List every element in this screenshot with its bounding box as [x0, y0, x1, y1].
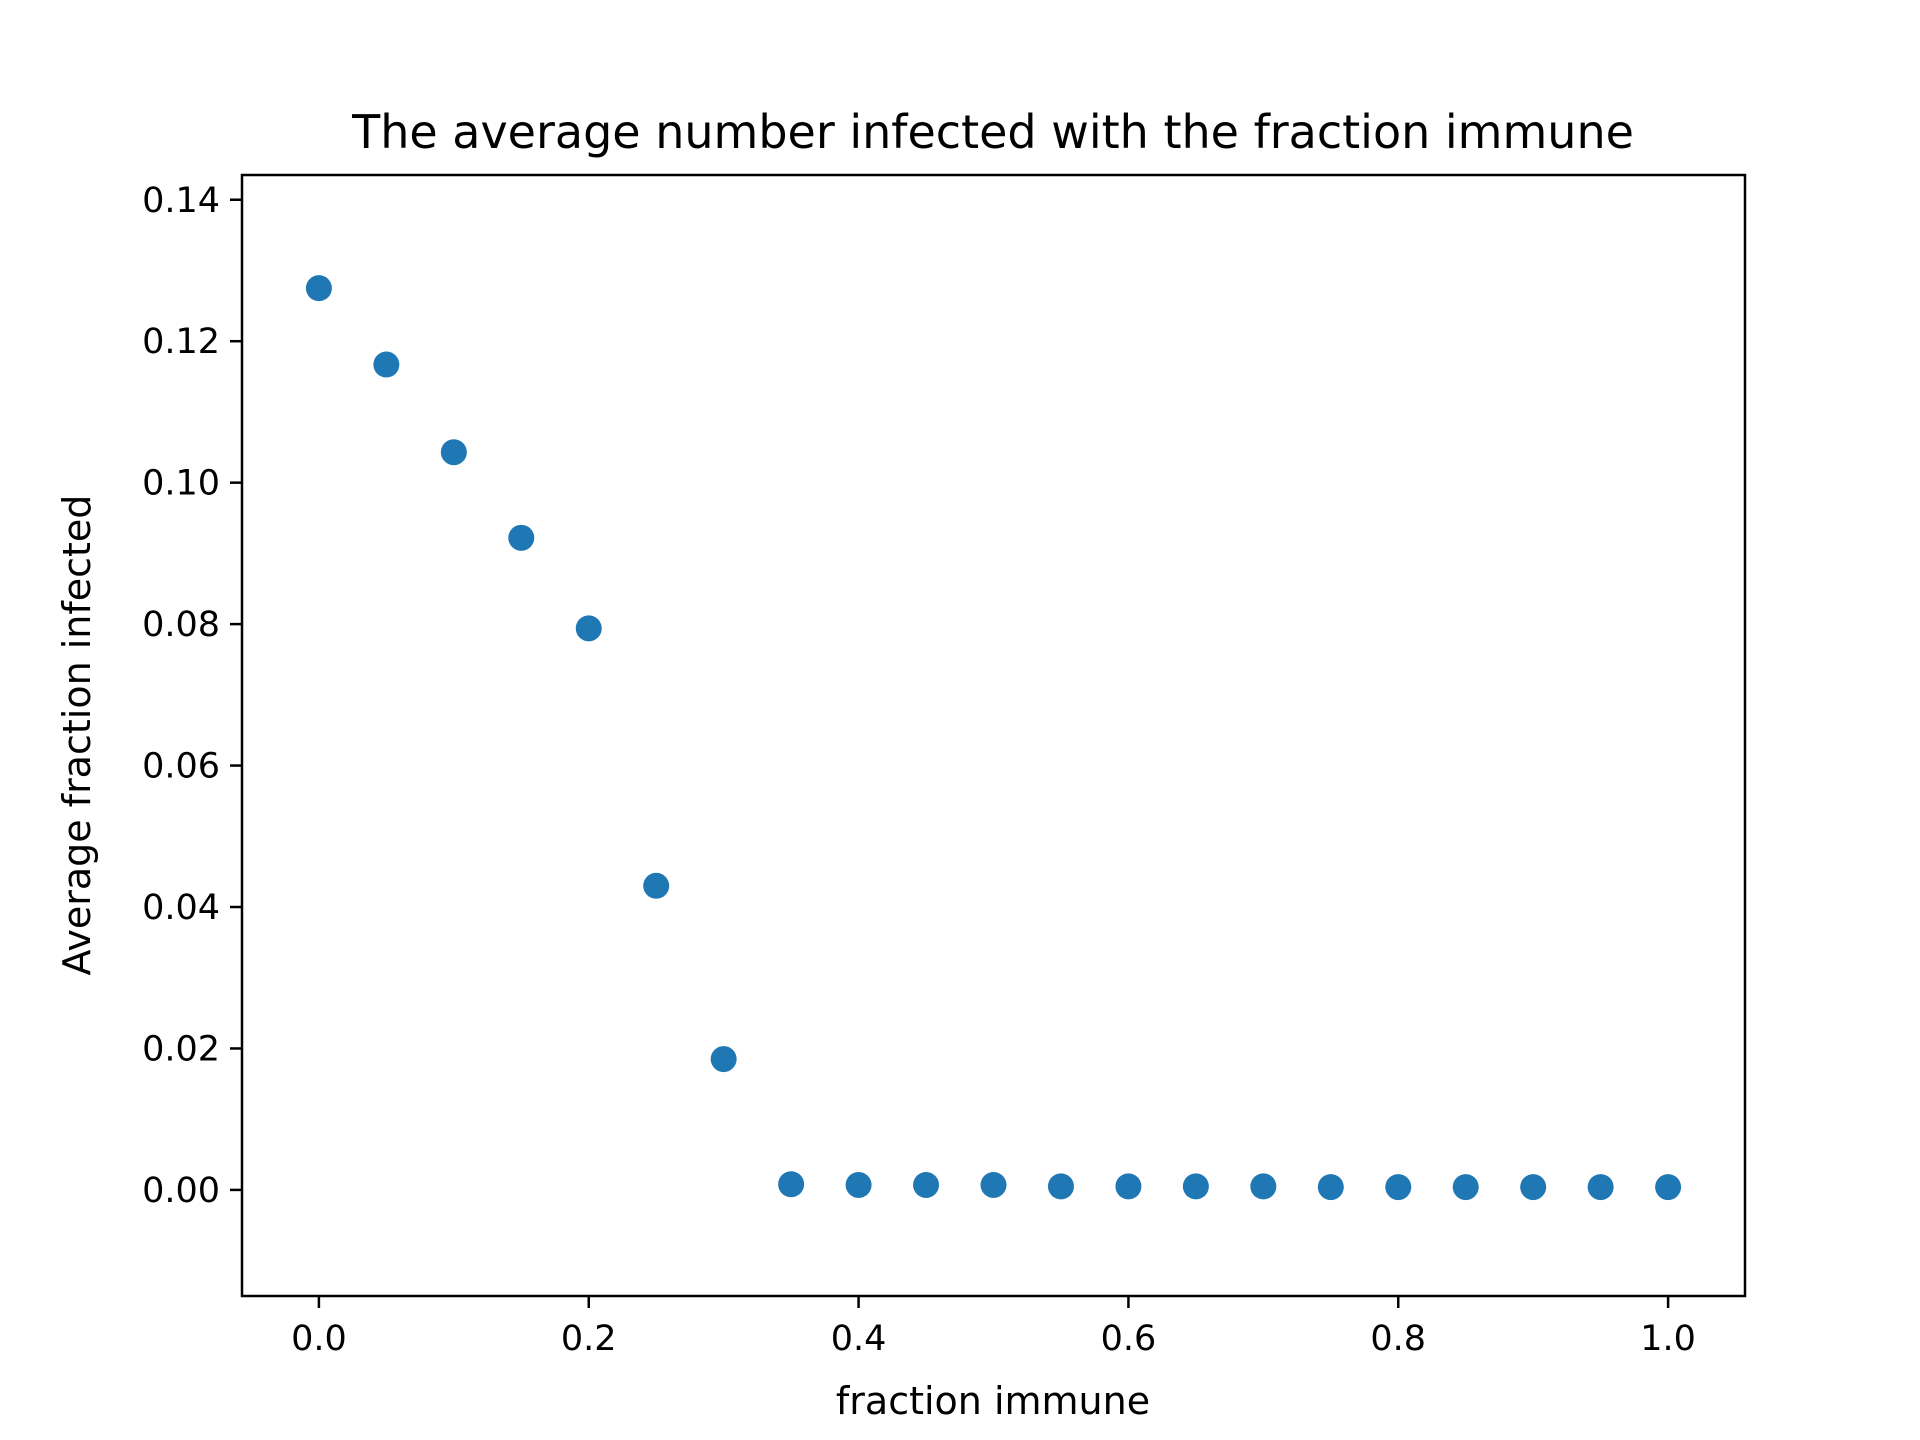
chart-title: The average number infected with the fra… — [351, 105, 1634, 159]
x-tick-label-2: 0.2 — [561, 1319, 617, 1359]
x-tick-label-1: 0.0 — [291, 1319, 347, 1359]
data-point-1-8 — [778, 1171, 805, 1198]
y-tick-label-8: 0.14 — [142, 181, 220, 221]
data-points — [305, 275, 1682, 1201]
data-point-1-15 — [1250, 1173, 1277, 1200]
data-point-1-16 — [1317, 1174, 1344, 1201]
data-point-1-2 — [373, 351, 400, 378]
data-point-1-13 — [1115, 1173, 1142, 1200]
plot-frame — [240, 173, 1747, 1298]
y-tick-label-5: 0.08 — [142, 605, 220, 645]
data-point-1-9 — [845, 1171, 872, 1198]
data-point-1-6 — [643, 872, 670, 899]
data-point-1-20 — [1587, 1174, 1614, 1201]
data-point-1-10 — [913, 1171, 940, 1198]
data-point-1-18 — [1452, 1174, 1479, 1201]
x-tick-label-3: 0.4 — [831, 1319, 887, 1359]
y-axis-label: Average fraction infected — [55, 495, 99, 976]
x-tick-label-6: 1.0 — [1640, 1319, 1696, 1359]
data-point-1-1 — [305, 275, 332, 302]
y-tick-label-2: 0.02 — [142, 1029, 220, 1069]
data-point-1-12 — [1047, 1173, 1074, 1200]
data-point-1-4 — [508, 524, 535, 551]
data-point-1-5 — [575, 615, 602, 642]
y-tick-label-1: 0.00 — [142, 1171, 220, 1211]
x-tick-label-5: 0.8 — [1370, 1319, 1426, 1359]
data-point-1-7 — [710, 1046, 737, 1073]
data-point-1-19 — [1520, 1174, 1547, 1201]
x-axis-label: fraction immune — [836, 1379, 1150, 1423]
x-tick-label-4: 0.6 — [1101, 1319, 1157, 1359]
y-tick-label-4: 0.06 — [142, 747, 220, 787]
y-axis: 0.00 0.02 0.04 0.06 0.08 0.10 0.12 0.14 — [142, 181, 242, 1211]
x-axis: 0.0 0.2 0.4 0.6 0.8 1.0 — [291, 1296, 1696, 1359]
data-point-1-3 — [440, 439, 467, 466]
data-point-1-17 — [1385, 1174, 1412, 1201]
data-point-1-21 — [1655, 1174, 1682, 1201]
data-point-1-14 — [1182, 1173, 1209, 1200]
data-point-1-11 — [980, 1171, 1007, 1198]
y-tick-label-7: 0.12 — [142, 322, 220, 362]
y-tick-label-6: 0.10 — [142, 464, 220, 504]
y-tick-label-3: 0.04 — [142, 888, 220, 928]
